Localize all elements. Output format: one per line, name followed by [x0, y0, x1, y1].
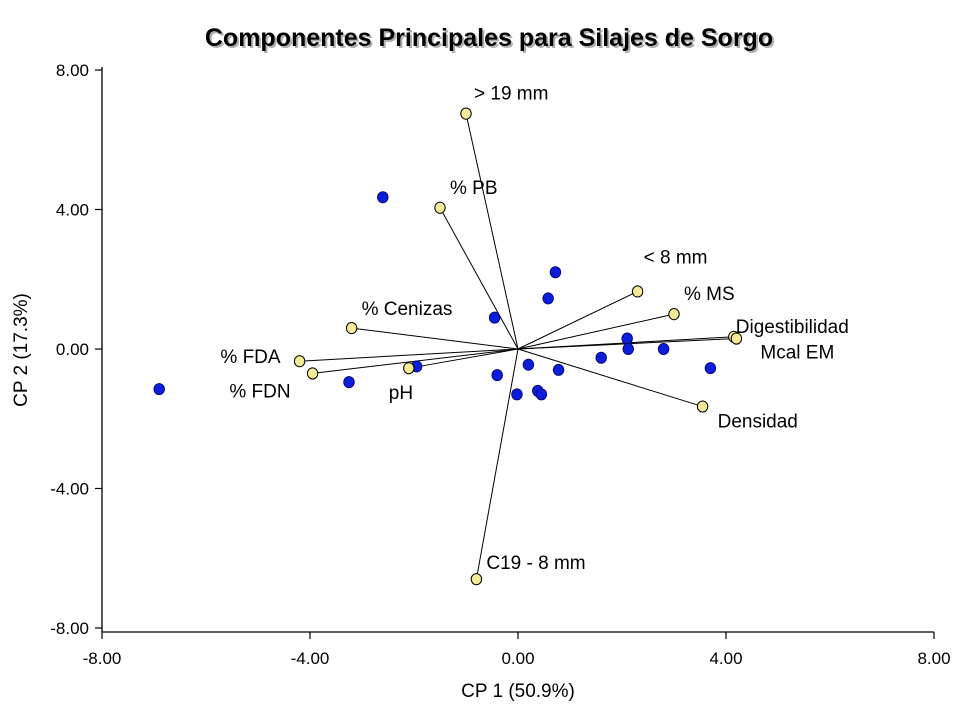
observation-point	[657, 342, 670, 355]
x-tick-label: 8.00	[917, 649, 950, 668]
variable-label: % FDA	[220, 347, 281, 368]
variable-vector	[517, 313, 675, 350]
y-tick-label: 4.00	[56, 201, 89, 220]
variable-label: C19 - 8 mm	[486, 553, 585, 574]
observation-point	[552, 363, 565, 376]
x-tick-label: 4.00	[709, 649, 742, 668]
variable-label: % MS	[684, 284, 735, 305]
observation-point	[153, 383, 165, 396]
observation-point	[621, 332, 633, 345]
variable-label: % Cenizas	[362, 299, 453, 320]
variable-point	[668, 308, 680, 321]
y-tick-label: 8.00	[56, 61, 89, 80]
x-axis-label: CP 1 (50.9%)	[461, 681, 575, 702]
x-tick-label: -4.00	[291, 649, 330, 668]
observation-point	[491, 369, 503, 382]
variable-label: Densidad	[718, 412, 798, 433]
variable-vector	[299, 348, 519, 362]
variable-label: < 8 mm	[644, 247, 708, 268]
observation-point	[542, 292, 554, 305]
observation-point	[343, 376, 355, 389]
y-tick-label: 0.00	[56, 340, 89, 359]
variable-vector	[465, 113, 519, 350]
variable-point	[306, 367, 319, 380]
y-tick-label: -4.00	[50, 480, 89, 499]
y-axis-label: CP 2 (17.3%)	[11, 293, 32, 407]
variable-vector	[439, 207, 519, 350]
variable-point	[730, 332, 743, 345]
chart-title: Componentes Principales para Silajes de …	[205, 24, 773, 52]
variable-point	[696, 400, 709, 413]
variable-label: > 19 mm	[474, 84, 548, 105]
variable-point	[434, 201, 446, 214]
variable-point	[345, 321, 358, 335]
variable-point	[403, 362, 415, 375]
observation-point	[704, 362, 717, 375]
variable-label: Mcal EM	[760, 343, 834, 364]
observation-point	[511, 388, 523, 401]
variable-vector	[517, 348, 703, 408]
observation-point	[622, 342, 634, 355]
observation-point	[488, 311, 501, 324]
x-tick-label: -8.00	[83, 649, 122, 668]
variable-vector	[517, 291, 638, 350]
y-tick-label: -8.00	[50, 619, 89, 638]
variable-label: % FDN	[229, 381, 290, 402]
variable-label: pH	[389, 383, 413, 404]
variable-vectors	[299, 113, 737, 580]
observation-point	[549, 266, 562, 279]
observation-points	[153, 191, 717, 401]
variable-point	[460, 107, 472, 120]
variable-vector	[408, 348, 519, 369]
chart-title-shadow: Componentes Principales para Silajes de …	[207, 26, 775, 54]
variable-point	[470, 573, 483, 586]
variable-label: % PB	[450, 178, 498, 199]
variable-points	[293, 107, 743, 586]
observation-point	[522, 358, 535, 371]
chart-title-group: Componentes Principales para Silajes de …	[205, 24, 775, 54]
variable-point	[293, 355, 306, 368]
observation-point	[377, 191, 389, 204]
observation-point	[595, 351, 607, 364]
x-tick-label: 0.00	[501, 649, 534, 668]
variable-vector	[475, 348, 519, 580]
observation-point	[535, 388, 548, 401]
variable-label: Digestibilidad	[736, 317, 849, 338]
ticks: -8.00 -4.00 0.00 4.00 8.00 8.00 4.00 0.00 -4.00 -…	[50, 61, 950, 668]
variable-point	[631, 285, 644, 298]
variable-vector	[351, 327, 519, 350]
